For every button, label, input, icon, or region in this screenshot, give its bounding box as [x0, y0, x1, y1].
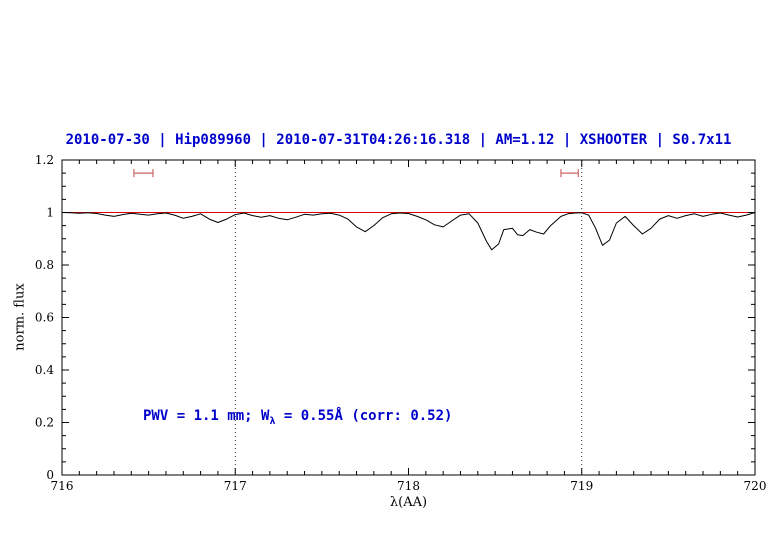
y-tick-label: 0	[46, 468, 54, 482]
plot-title: 2010-07-30 | Hip089960 | 2010-07-31T04:2…	[65, 132, 732, 148]
x-tick-label: 719	[570, 479, 593, 493]
pwv-annotation: PWV = 1.1 mm; Wλ = 0.55Å (corr: 0.52)	[143, 408, 452, 427]
y-axis-label: norm. flux	[12, 283, 28, 351]
x-tick-label: 716	[51, 479, 74, 493]
y-tick-label: 0.8	[35, 258, 54, 272]
pwv-annotation-post: = 0.55Å (corr: 0.52)	[275, 408, 453, 424]
y-tick-label: 0.2	[35, 416, 54, 430]
x-tick-label: 717	[224, 479, 247, 493]
y-tick-label: 0.4	[35, 363, 54, 377]
y-tick-label: 1	[46, 206, 54, 220]
x-axis-label: λ(AA)	[389, 495, 428, 510]
plot-frame	[61, 159, 756, 476]
pwv-annotation-sub: λ	[269, 415, 276, 427]
spectrum-line	[61, 212, 756, 251]
x-tick-label: 718	[397, 479, 420, 493]
y-tick-label: 1.2	[35, 153, 54, 167]
y-tick-label: 0.6	[35, 311, 54, 325]
x-tick-label: 720	[744, 479, 767, 493]
pwv-annotation-pre: PWV = 1.1 mm; W	[143, 408, 270, 424]
